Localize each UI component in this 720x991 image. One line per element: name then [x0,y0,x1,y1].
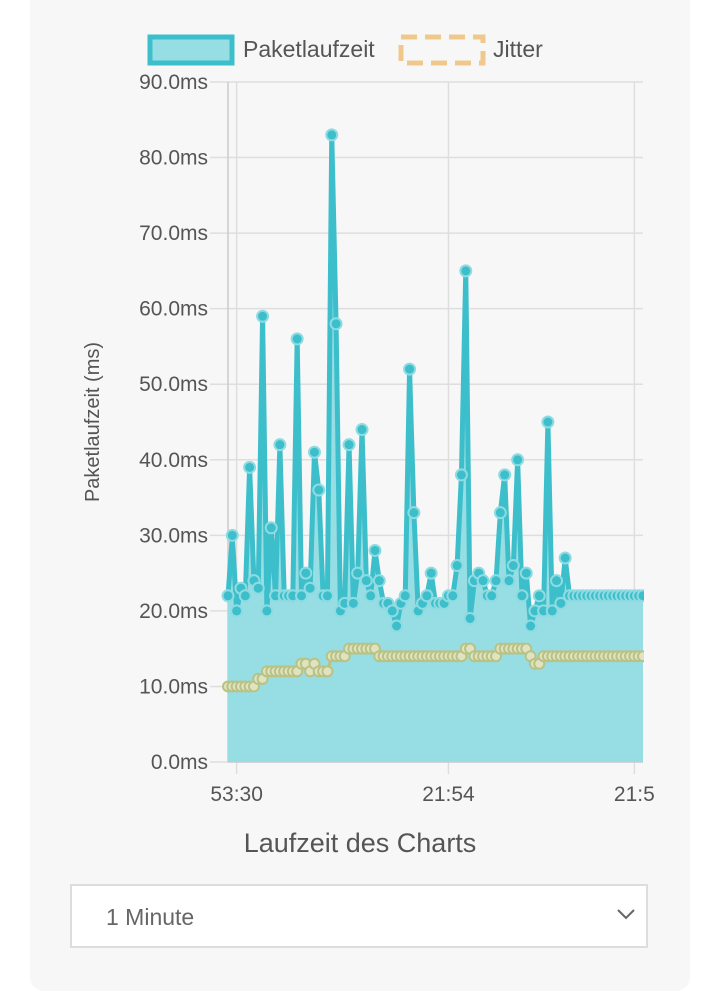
data-point-paketlaufzeit [238,589,252,603]
data-point-paketlaufzeit [541,415,555,429]
time-range-select[interactable]: 1 Minute [70,884,648,948]
y-axis: 0.0ms 10.0ms 20.0ms 30.0ms 40.0ms 50.0ms 60.0m… [139,71,208,774]
data-point-paketlaufzeit [221,589,235,603]
data-point-paketlaufzeit [307,445,321,459]
y-axis-title: Paketlaufzeit (ms) [82,342,104,502]
select-value: 1 Minute [106,904,195,930]
series-line-paketlaufzeit [225,132,643,629]
data-point-paketlaufzeit [459,264,473,278]
data-point-paketlaufzeit [558,551,572,565]
y-tick-label: 50.0ms [139,373,208,396]
legend: Paketlaufzeit Jitter [147,34,543,66]
y-tick-label: 90.0ms [139,71,208,94]
legend-label-jitter: Jitter [493,36,543,62]
legend-swatch-paketlaufzeit [147,34,235,66]
data-point-paketlaufzeit [407,506,421,520]
data-point-paketlaufzeit [256,309,270,323]
y-tick-label: 70.0ms [139,222,208,245]
legend-swatch-jitter [398,34,486,66]
data-point-paketlaufzeit [532,589,546,603]
data-point-paketlaufzeit [368,543,382,557]
data-point-paketlaufzeit [524,619,538,633]
data-point-paketlaufzeit [320,589,334,603]
x-tick-label: 21:5 [614,783,655,806]
data-point-paketlaufzeit [403,362,417,376]
x-axis-title: Laufzeit des Charts [243,828,477,858]
data-point-paketlaufzeit [511,453,525,467]
data-point-paketlaufzeit [264,521,278,535]
data-point-paketlaufzeit [312,483,326,497]
right-page-margin [690,0,720,782]
data-point-paketlaufzeit [519,566,533,580]
data-point-paketlaufzeit [398,589,412,603]
data-point-paketlaufzeit [515,589,529,603]
data-point-paketlaufzeit [493,506,507,520]
data-point-paketlaufzeit [550,574,564,588]
data-point-paketlaufzeit [273,438,287,452]
y-tick-label: 30.0ms [139,524,208,547]
data-point-paketlaufzeit [251,581,265,595]
data-point-paketlaufzeit [303,581,317,595]
data-point-paketlaufzeit [420,589,434,603]
data-point-paketlaufzeit [351,566,365,580]
data-point-jitter [321,665,334,678]
data-point-paketlaufzeit [424,566,438,580]
y-tick-label: 10.0ms [139,675,208,698]
y-tick-label: 0.0ms [151,751,208,774]
data-point-paketlaufzeit [385,604,399,618]
data-point-paketlaufzeit [230,604,244,618]
chevron-down-icon [617,909,635,920]
data-point-paketlaufzeit [498,468,512,482]
data-point-paketlaufzeit [372,574,386,588]
data-point-paketlaufzeit [485,589,499,603]
legend-item-paketlaufzeit[interactable]: Paketlaufzeit [147,34,375,66]
data-point-paketlaufzeit [502,574,516,588]
data-point-paketlaufzeit [325,128,339,142]
y-tick-label: 80.0ms [139,147,208,170]
x-tick-label: 53:30 [210,783,263,806]
data-point-paketlaufzeit [476,574,490,588]
data-point-paketlaufzeit [243,460,257,474]
y-tick-label: 60.0ms [139,298,208,321]
chart-svg: Paketlaufzeit Jitter 0.0ms 10.0ms 20.0ms 30… [82,0,720,806]
data-point-paketlaufzeit [463,611,477,625]
legend-item-jitter[interactable]: Jitter [398,34,543,66]
data-point-paketlaufzeit [506,559,520,573]
data-point-paketlaufzeit [294,589,308,603]
x-axis: 53:30 21:54 21:5 [210,783,654,806]
y-tick-label: 20.0ms [139,600,208,623]
y-tick-label: 40.0ms [139,449,208,472]
data-point-paketlaufzeit [342,438,356,452]
data-point-paketlaufzeit [355,423,369,437]
plot-area [221,0,720,782]
data-point-paketlaufzeit [299,566,313,580]
legend-label-paketlaufzeit: Paketlaufzeit [243,36,375,62]
data-point-paketlaufzeit [446,589,460,603]
data-point-paketlaufzeit [329,317,343,331]
data-point-paketlaufzeit [260,604,274,618]
data-point-paketlaufzeit [390,619,404,633]
data-point-paketlaufzeit [450,559,464,573]
data-point-paketlaufzeit [554,596,568,610]
data-point-paketlaufzeit [359,574,373,588]
data-point-paketlaufzeit [364,589,378,603]
data-point-paketlaufzeit [290,332,304,346]
x-tick-label: 21:54 [422,783,475,806]
data-point-paketlaufzeit [489,574,503,588]
data-point-paketlaufzeit [454,468,468,482]
data-point-paketlaufzeit [545,604,559,618]
data-point-paketlaufzeit [225,528,239,542]
data-point-paketlaufzeit [346,596,360,610]
